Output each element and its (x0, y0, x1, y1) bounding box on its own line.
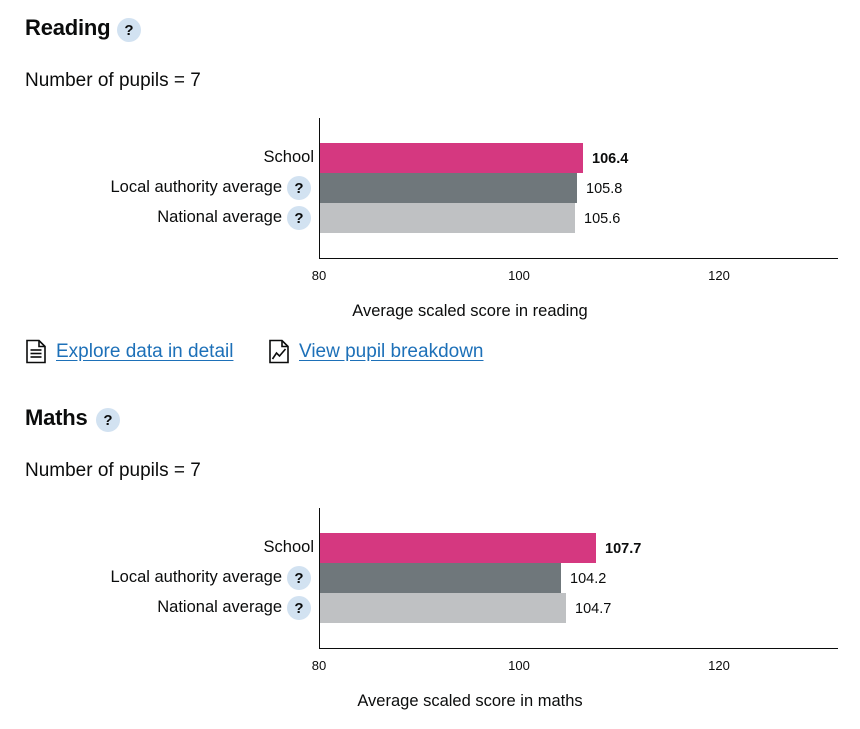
explore-data-link[interactable]: Explore data in detail (25, 339, 233, 364)
bar-maths-1 (319, 563, 561, 593)
bar-reading-2 (319, 203, 575, 233)
explore-data-link-label[interactable]: Explore data in detail (56, 340, 234, 362)
value-label-maths-1: 104.2 (570, 571, 606, 587)
pupil-breakdown-link-label[interactable]: View pupil breakdown (299, 340, 484, 362)
help-icon-maths-1[interactable]: ? (287, 566, 311, 590)
maths-section: Maths ? Number of pupils = 7 107.7 104.2 1… (0, 390, 860, 714)
reading-section: Reading ? Number of pupils = 7 106.4 105.… (0, 0, 860, 339)
help-icon-reading-2[interactable]: ? (287, 206, 311, 230)
reading-x-axis-label: Average scaled score in reading (352, 302, 587, 320)
bar-maths-0 (319, 533, 596, 563)
maths-title: Maths (25, 405, 88, 430)
bar-maths-2 (319, 593, 566, 623)
category-label-reading-2: National average (157, 208, 282, 226)
tick-label-reading-2: 120 (708, 268, 730, 283)
reading-help-icon[interactable]: ? (117, 18, 141, 42)
tick-label-maths-2: 120 (708, 658, 730, 673)
value-label-reading-1: 105.8 (586, 181, 622, 197)
category-label-maths-0: School (263, 538, 314, 556)
value-label-maths-0: 107.7 (605, 541, 641, 557)
pupil-breakdown-link[interactable]: View pupil breakdown (268, 339, 484, 364)
links-row: Explore data in detail View pupil breakd… (0, 339, 860, 369)
reading-title: Reading (25, 15, 111, 40)
reading-pupil-count: Number of pupils = 7 (25, 70, 201, 91)
category-label-maths-2: National average (157, 598, 282, 616)
tick-label-maths-0: 80 (312, 658, 326, 673)
reading-chart-svg: 106.4 105.8 105.6 80 100 120 Average scaled sc… (312, 118, 838, 320)
bar-reading-0 (319, 143, 583, 173)
category-label-reading-1: Local authority average (110, 178, 282, 196)
category-label-maths-1: Local authority average (110, 568, 282, 586)
tick-label-reading-1: 100 (508, 268, 530, 283)
help-icon-reading-1[interactable]: ? (287, 176, 311, 200)
maths-pupil-count: Number of pupils = 7 (25, 460, 201, 481)
category-label-reading-0: School (263, 148, 314, 166)
help-icon-maths-2[interactable]: ? (287, 596, 311, 620)
maths-chart-svg: 107.7 104.2 104.7 80 100 120 Average scaled sc… (312, 508, 838, 710)
maths-help-icon[interactable]: ? (96, 408, 120, 432)
value-label-maths-2: 104.7 (575, 601, 611, 617)
value-label-reading-0: 106.4 (592, 151, 628, 167)
document-icon (25, 339, 47, 364)
tick-label-maths-1: 100 (508, 658, 530, 673)
value-label-reading-2: 105.6 (584, 211, 620, 227)
line-chart-icon (268, 339, 290, 364)
maths-x-axis-label: Average scaled score in maths (357, 692, 582, 710)
bar-reading-1 (319, 173, 577, 203)
tick-label-reading-0: 80 (312, 268, 326, 283)
